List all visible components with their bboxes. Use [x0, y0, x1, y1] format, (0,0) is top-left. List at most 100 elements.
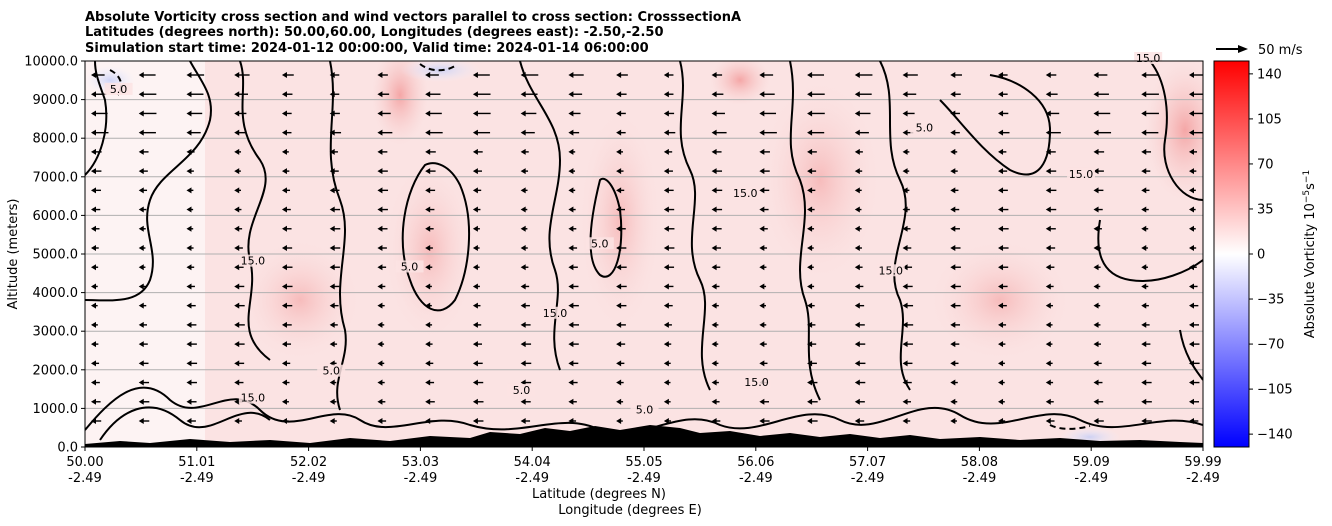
- wind-vector-head: [711, 187, 717, 194]
- contour-label: 5.0: [910, 121, 939, 134]
- wind-vector-head: [91, 418, 96, 424]
- wind-vector-head: [1141, 168, 1147, 175]
- wind-vector-head: [472, 206, 478, 213]
- colorbar-label-exponent-1: −5: [1302, 190, 1312, 203]
- y-tick-label: 9000.0: [33, 93, 79, 108]
- wind-vector-head: [329, 129, 335, 136]
- wind-vector-head: [950, 225, 956, 232]
- wind-vector-head: [711, 225, 717, 232]
- wind-vector-head: [759, 341, 765, 348]
- wind-vector-head: [1093, 148, 1099, 155]
- wind-vector-head: [711, 283, 717, 290]
- wind-vector-head: [807, 129, 813, 136]
- wind-vector-head: [234, 264, 240, 271]
- x-tick-label-lat: 52.02: [290, 455, 327, 470]
- wind-vector-head: [186, 283, 192, 290]
- contour-label-text: 15.0: [1069, 168, 1094, 181]
- wind-vector-head: [1093, 321, 1099, 328]
- wind-vector-head: [950, 321, 956, 328]
- wind-vector-head: [377, 379, 383, 386]
- wind-vector-head: [91, 206, 96, 213]
- contour-label: 5.0: [585, 237, 614, 250]
- wind-vector-head: [1189, 418, 1194, 424]
- wind-vector-head: [950, 341, 956, 348]
- wind-vector-head: [138, 360, 144, 367]
- x-tick-label-lon: -2.49: [515, 471, 549, 486]
- colorbar-tick-label: −35: [1257, 293, 1284, 308]
- wind-vector-head: [1045, 72, 1051, 78]
- chart-title-line-2: Latitudes (degrees north): 50.00,60.00, …: [85, 25, 664, 40]
- terrain: [85, 425, 1203, 447]
- wind-vector-head: [950, 187, 956, 194]
- y-tick-label: 2000.0: [33, 363, 79, 378]
- wind-vector-head: [472, 398, 478, 405]
- wind-vector-head: [950, 379, 956, 386]
- wind-vector-head: [1141, 302, 1147, 309]
- wind-vector-head: [329, 148, 335, 155]
- wind-vector-head: [807, 379, 813, 386]
- contour-label-text: 15.0: [1136, 52, 1161, 65]
- wind-vector-head: [281, 283, 287, 290]
- wind-vector-head: [568, 341, 574, 348]
- contour-line: [1049, 424, 1091, 430]
- wind-vector-head: [1093, 91, 1099, 98]
- wind-vector-head: [1093, 398, 1099, 405]
- wind-vector-head: [568, 225, 574, 232]
- wind-vector-head: [186, 341, 192, 348]
- wind-vector-head: [711, 245, 717, 251]
- contour-label-bg: [876, 264, 905, 277]
- wind-vector-head: [234, 225, 240, 232]
- x-tick-label-lat: 59.99: [1184, 455, 1221, 470]
- vorticity-region-negative: [400, 61, 480, 82]
- wind-vector-head: [472, 245, 478, 251]
- colorbar-label-unit: s: [1303, 183, 1318, 190]
- wind-vector-head: [663, 168, 669, 175]
- wind-vector-head: [902, 72, 908, 78]
- wind-vector-head: [807, 72, 813, 78]
- wind-vector-head: [377, 245, 383, 251]
- x-tick-label-lat: 53.03: [402, 455, 439, 470]
- quiver-key-arrow-head: [1238, 45, 1248, 53]
- x-tick-label-lon: -2.49: [180, 471, 214, 486]
- wind-vector-head: [568, 321, 574, 328]
- wind-vector-head: [711, 302, 717, 309]
- wind-vector-head: [138, 168, 144, 175]
- wind-vector-head: [807, 360, 813, 367]
- wind-vector-head: [329, 302, 335, 309]
- wind-vector-head: [281, 341, 287, 348]
- x-tick-label-lon: -2.49: [963, 471, 997, 486]
- wind-vector-head: [807, 341, 813, 348]
- wind-vector-head: [950, 129, 956, 136]
- y-tick-label: 4000.0: [33, 286, 79, 301]
- wind-vector-head: [472, 72, 478, 78]
- wind-vector-head: [616, 341, 622, 348]
- wind-vector-head: [854, 168, 860, 175]
- wind-vector-head: [1045, 283, 1051, 290]
- wind-vector-head: [377, 264, 383, 271]
- wind-vector-head: [616, 302, 622, 309]
- wind-vector-head: [998, 225, 1004, 232]
- x-tick-label-lon: -2.49: [404, 471, 438, 486]
- contour-label-text: 15.0: [241, 255, 266, 268]
- contour-label-text: 5.0: [591, 237, 609, 250]
- wind-vector-head: [663, 341, 669, 348]
- wind-vector-head: [998, 264, 1004, 271]
- wind-vector-head: [663, 264, 669, 271]
- wind-vector-head: [1189, 168, 1194, 175]
- contour-line: [679, 61, 711, 391]
- contour-line: [1149, 61, 1203, 201]
- contour-label-bg: [541, 306, 570, 319]
- wind-vector-head: [281, 225, 287, 232]
- contour-label: 15.0: [731, 187, 760, 200]
- wind-vector-head: [281, 379, 287, 386]
- wind-vector-head: [568, 187, 574, 194]
- wind-vector-head: [759, 110, 765, 117]
- wind-vector-head: [329, 91, 335, 98]
- contour-label-text: 5.0: [513, 384, 531, 397]
- y-tick-label: 10000.0: [24, 55, 78, 70]
- contour-label-bg: [104, 82, 133, 95]
- wind-vector-head: [91, 321, 96, 328]
- wind-vector-head: [234, 168, 240, 175]
- wind-vector-head: [329, 72, 335, 78]
- y-tick-label: 3000.0: [33, 325, 79, 340]
